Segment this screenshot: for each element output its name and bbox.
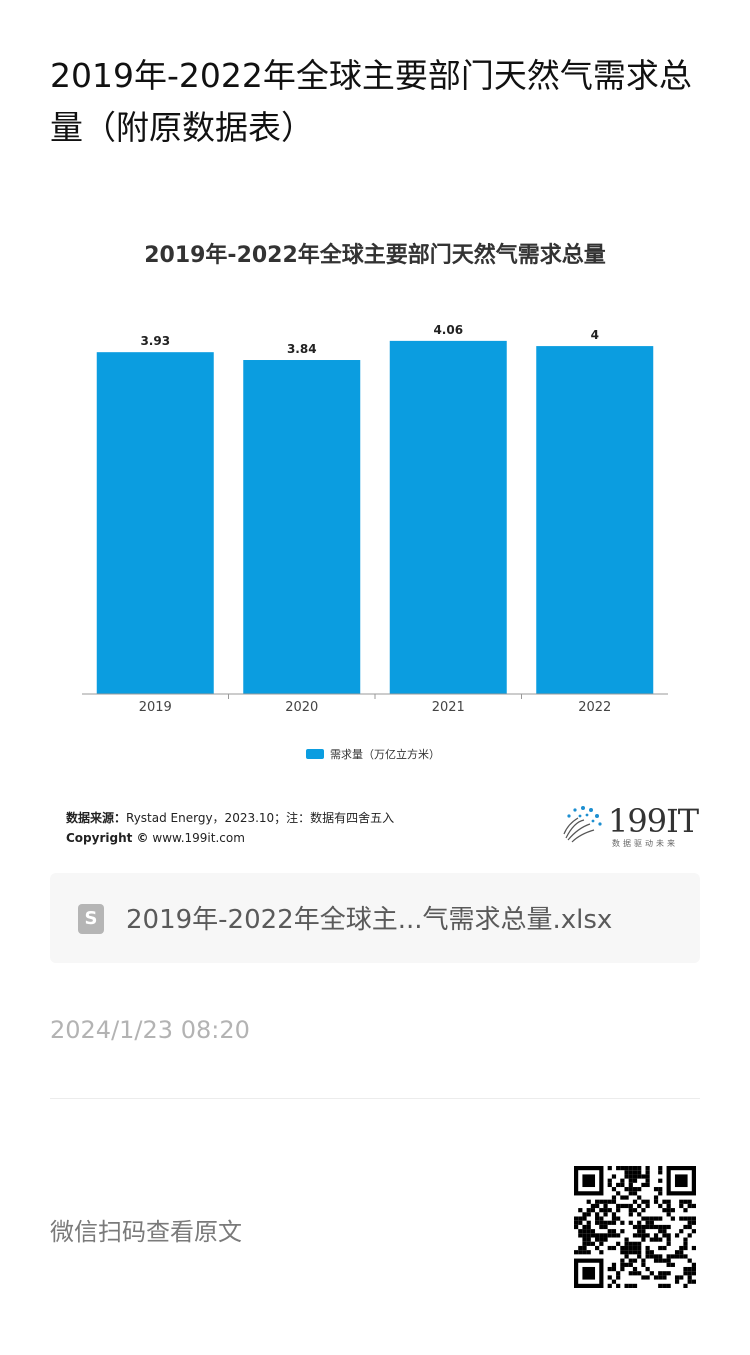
source-line: 数据来源：Rystad Energy，2023.10；注：数据有四舍五入 [66,808,394,828]
source-label: 数据来源： [66,811,127,825]
bar-2020 [243,360,361,694]
legend-label: 需求量（万亿立方米） [330,747,440,761]
bar-chart: 2019年-2022年全球主要部门天然气需求总量 3.93 3.84 4.06 4 2… [82,242,668,761]
chart-title: 2019年-2022年全球主要部门天然气需求总量 [144,242,606,268]
attachment-file-name[interactable]: 2019年-2022年全球主...气需求总量.xlsx [126,905,613,935]
chart-container: 2019年-2022年全球主要部门天然气需求总量 3.93 3.84 4.06 4 2… [50,200,700,860]
source-text: Rystad Energy，2023.10；注：数据有四舍五入 [126,811,395,825]
x-tick-label-2019: 2019 [139,700,172,715]
data-label-2020: 3.84 [287,342,317,356]
bars-layer: 3.93 3.84 4.06 4 [96,323,654,694]
bar-2021 [389,340,507,694]
wechat-scan-hint: 微信扫码查看原文 [50,1218,242,1246]
data-label-2021: 4.06 [433,323,463,337]
bar-2019 [96,352,214,694]
chart-legend: 需求量（万亿立方米） [306,747,440,761]
dandelion-logo-icon [563,806,602,843]
bar-2022 [536,346,654,694]
copyright-line: Copyright © www.199it.com [66,828,394,848]
publish-timestamp: 2024/1/23 08:20 [50,1016,250,1044]
logo-text: 199IT [608,802,699,840]
data-label-2019: 3.93 [140,334,170,348]
logo-subtitle: 数据驱动未来 [612,839,678,848]
brand-logo: 199IT 数据驱动未来 [560,800,700,850]
copyright-label: Copyright © [66,831,149,845]
legend-swatch [306,749,324,759]
source-note: 数据来源：Rystad Energy，2023.10；注：数据有四舍五入 Cop… [66,808,394,848]
x-axis-ticks: 2019 2020 2021 2022 [139,694,611,715]
page-title: 2019年-2022年全球主要部门天然气需求总量（附原数据表） [50,56,692,147]
x-tick-label-2021: 2021 [432,700,465,715]
data-label-2022: 4 [591,328,599,342]
attachment-card[interactable]: S 2019年-2022年全球主...气需求总量.xlsx [50,873,700,963]
spreadsheet-file-icon: S [78,904,104,934]
x-tick-label-2020: 2020 [285,700,318,715]
qr-code-icon[interactable] [574,1166,696,1288]
divider [50,1098,700,1099]
copyright-text: www.199it.com [152,831,245,845]
x-tick-label-2022: 2022 [578,700,611,715]
